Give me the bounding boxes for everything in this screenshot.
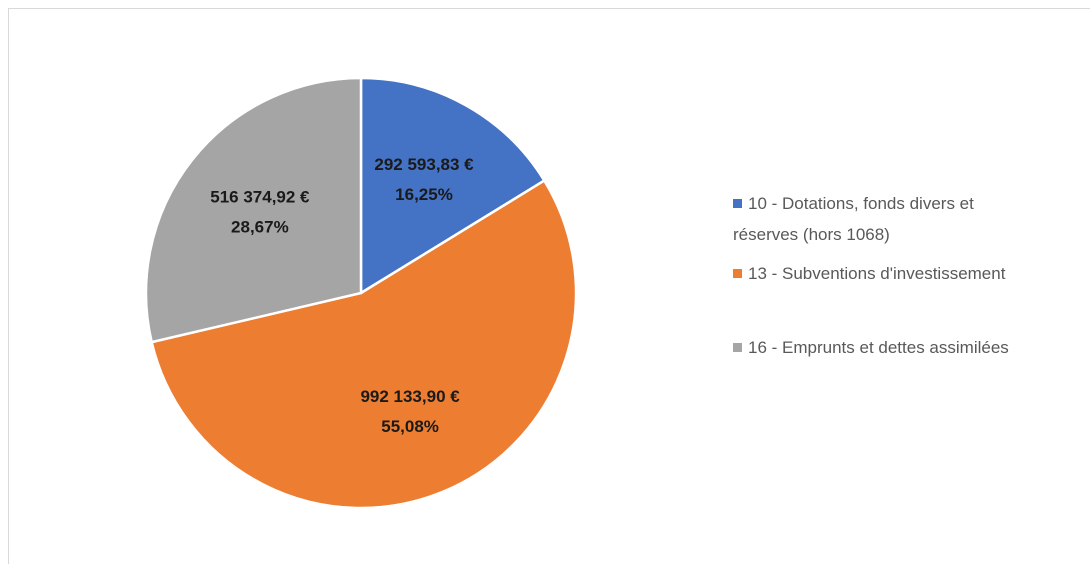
legend-item: 13 - Subventions d'investissement [733, 258, 1005, 289]
legend-label: 13 - Subventions d'investissement [748, 264, 1006, 283]
legend-swatch [733, 199, 742, 208]
legend-swatch [733, 269, 742, 278]
pie-slice [144, 76, 363, 344]
data-label: 292 593,83 € [374, 155, 474, 174]
pie-slice [359, 76, 547, 296]
percent-label: 16,25% [395, 185, 453, 204]
percent-label: 55,08% [381, 417, 439, 436]
chart-frame [8, 8, 1090, 564]
data-label: 516 374,92 € [210, 187, 310, 206]
legend-item: 10 - Dotations, fonds divers et réserves… [733, 188, 1023, 250]
data-label: 992 133,90 € [360, 387, 460, 406]
legend-swatch [733, 343, 742, 352]
percent-label: 28,67% [231, 217, 289, 236]
legend-item: 16 - Emprunts et dettes assimilées [733, 332, 1023, 363]
legend-label: 10 - Dotations, fonds divers et réserves… [733, 194, 974, 244]
pie-slice [150, 178, 578, 510]
legend-label: 16 - Emprunts et dettes assimilées [748, 338, 1009, 357]
